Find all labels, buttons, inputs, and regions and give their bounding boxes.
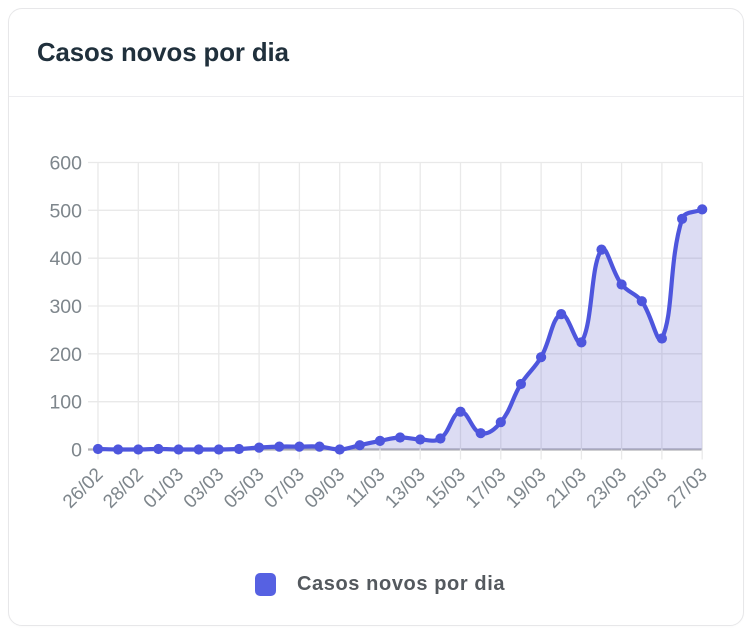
- svg-text:11/03: 11/03: [342, 464, 389, 511]
- svg-text:17/03: 17/03: [462, 464, 510, 512]
- svg-text:21/03: 21/03: [542, 464, 590, 512]
- svg-text:100: 100: [49, 392, 82, 414]
- svg-text:300: 300: [49, 296, 82, 318]
- svg-text:23/03: 23/03: [583, 464, 631, 512]
- svg-text:28/02: 28/02: [99, 464, 147, 512]
- svg-text:05/03: 05/03: [220, 464, 268, 512]
- svg-text:03/03: 03/03: [180, 464, 228, 512]
- svg-text:200: 200: [49, 344, 82, 366]
- svg-text:09/03: 09/03: [301, 464, 349, 512]
- svg-text:27/03: 27/03: [663, 464, 711, 512]
- svg-text:07/03: 07/03: [260, 464, 308, 512]
- svg-text:600: 600: [49, 153, 82, 175]
- svg-text:13/03: 13/03: [381, 464, 429, 512]
- svg-text:15/03: 15/03: [422, 464, 470, 512]
- svg-text:19/03: 19/03: [502, 464, 550, 512]
- svg-text:400: 400: [49, 248, 82, 270]
- svg-text:26/02: 26/02: [59, 464, 107, 512]
- svg-text:0: 0: [71, 440, 82, 462]
- svg-text:500: 500: [49, 200, 82, 222]
- svg-text:01/03: 01/03: [140, 464, 188, 512]
- svg-text:25/03: 25/03: [623, 464, 671, 512]
